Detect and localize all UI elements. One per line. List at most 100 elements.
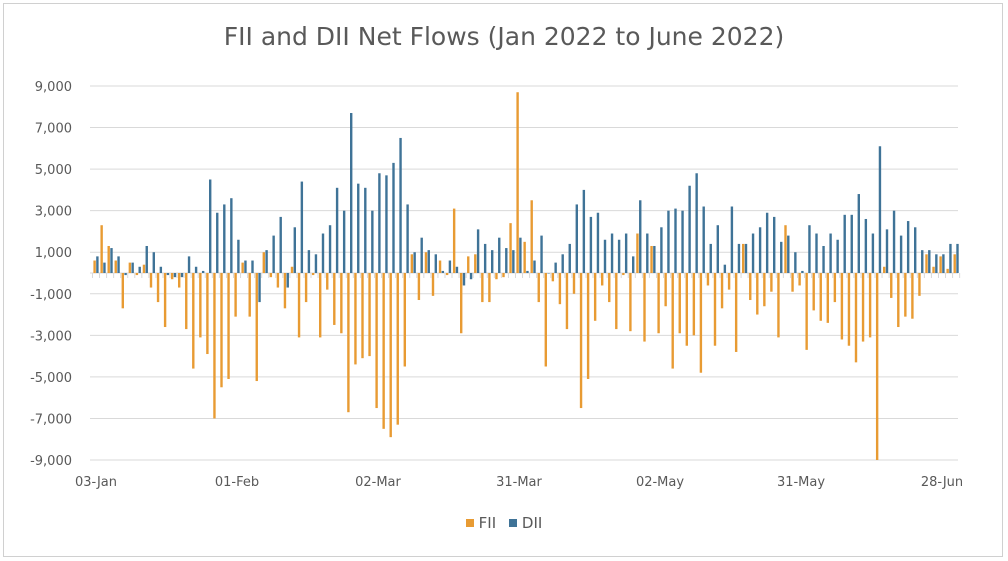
bar-fii	[227, 273, 230, 379]
bar-dii	[166, 273, 170, 276]
bar-dii	[949, 243, 952, 273]
bar-dii	[180, 273, 184, 278]
bar-dii	[371, 210, 374, 273]
bar-dii	[476, 229, 480, 273]
bar-fii	[163, 273, 167, 328]
bar-dii	[194, 266, 198, 273]
bar-fii	[601, 273, 604, 286]
bar-fii	[93, 260, 96, 273]
bar-fii	[756, 273, 759, 315]
bar-fii	[135, 273, 139, 276]
bar-fii	[199, 273, 202, 338]
bar-dii	[335, 187, 339, 273]
bar-fii	[206, 273, 209, 355]
bar-dii	[441, 270, 445, 273]
bar-dii	[547, 273, 550, 274]
bar-dii	[575, 204, 578, 273]
bar-fii	[579, 273, 583, 409]
bar-fii	[854, 273, 858, 363]
bar-fii	[946, 268, 949, 273]
bar-dii	[342, 210, 346, 273]
bar-fii	[474, 254, 477, 273]
bar-fii	[396, 273, 399, 425]
bar-fii	[248, 273, 251, 317]
chart-frame	[3, 3, 1003, 557]
bar-dii	[505, 248, 508, 273]
bar-fii	[269, 273, 273, 278]
bar-dii	[871, 233, 875, 273]
bar-dii	[265, 250, 268, 273]
bar-fii	[495, 273, 498, 280]
bar-fii	[156, 273, 160, 303]
bar-dii	[617, 239, 621, 273]
bar-dii	[272, 235, 275, 273]
bar-fii	[234, 273, 237, 317]
bar-dii	[892, 210, 896, 273]
bar-fii	[805, 273, 808, 350]
bar-dii	[681, 210, 684, 273]
bar-fii	[347, 273, 350, 413]
bar-fii	[276, 273, 280, 288]
bar-dii	[314, 254, 318, 273]
bar-dii	[808, 225, 811, 273]
bar-dii	[596, 212, 600, 273]
bar-dii	[646, 233, 649, 273]
bar-fii	[460, 273, 463, 334]
legend-label: FII	[478, 514, 497, 532]
bar-fii	[833, 273, 837, 303]
bar-dii	[660, 227, 663, 273]
x-tick-label: 02-Mar	[355, 475, 401, 490]
x-tick-label: 31-Mar	[496, 475, 542, 490]
bar-dii	[667, 210, 670, 273]
bar-fii	[749, 273, 752, 301]
bar-fii	[467, 256, 470, 273]
y-tick-label: 1,000	[35, 246, 72, 261]
bar-dii	[216, 212, 219, 273]
bar-fii	[763, 273, 766, 307]
bar-fii	[685, 273, 688, 346]
bar-dii	[850, 214, 853, 273]
bar-dii	[258, 273, 261, 303]
bar-fii	[304, 273, 308, 303]
bar-fii	[911, 273, 914, 319]
bar-dii	[801, 270, 804, 273]
bar-dii	[399, 137, 402, 273]
bar-fii	[657, 273, 660, 334]
bar-dii	[124, 273, 127, 276]
bar-fii	[727, 273, 731, 290]
bar-dii	[878, 146, 882, 273]
bar-dii	[159, 266, 163, 273]
bar-dii	[350, 113, 353, 273]
bar-dii	[427, 250, 430, 273]
bar-fii	[530, 200, 533, 273]
bar-dii	[244, 260, 247, 273]
bar-fii	[826, 273, 829, 323]
chart-title: FII and DII Net Flows (Jan 2022 to June …	[223, 22, 785, 51]
bar-fii	[523, 241, 526, 273]
y-tick-label: -3,000	[30, 329, 72, 344]
bar-dii	[935, 254, 938, 273]
bar-dii	[885, 229, 889, 273]
bar-dii	[561, 254, 564, 273]
bar-dii	[899, 235, 903, 273]
bar-fii	[770, 273, 773, 292]
bar-fii	[431, 273, 435, 296]
bar-dii	[483, 243, 487, 273]
bar-dii	[526, 270, 529, 273]
bar-dii	[942, 254, 945, 273]
bar-dii	[674, 208, 677, 273]
bar-fii	[608, 273, 611, 303]
bar-fii	[713, 273, 717, 346]
bar-dii	[519, 237, 522, 273]
bar-dii	[730, 206, 734, 273]
bar-dii	[632, 256, 635, 273]
bar-dii	[716, 225, 719, 273]
bar-dii	[836, 239, 839, 273]
bar-dii	[209, 179, 212, 273]
x-tick-label: 31-May	[777, 475, 825, 490]
legend-item-dii: DII	[508, 514, 542, 532]
bar-fii	[424, 252, 428, 273]
bar-fii	[692, 273, 696, 336]
bar-dii	[498, 237, 501, 273]
bar-dii	[773, 216, 776, 273]
